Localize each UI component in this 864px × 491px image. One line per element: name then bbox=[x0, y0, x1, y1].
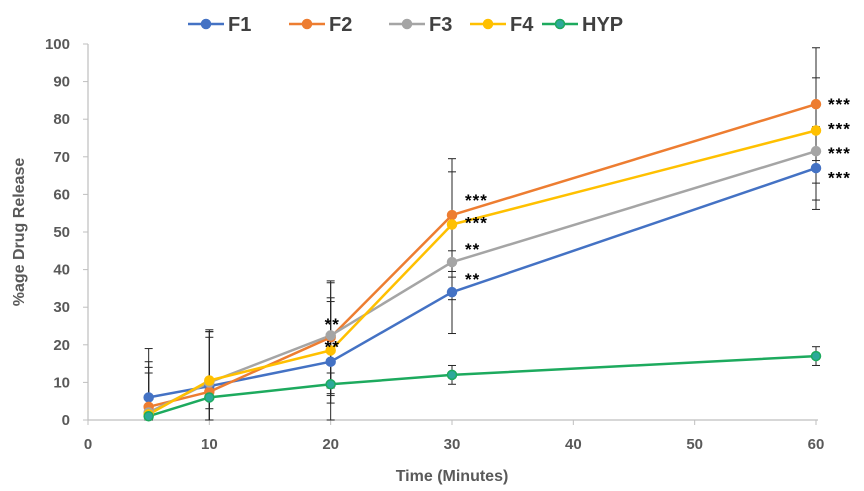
y-tick-label: 0 bbox=[62, 412, 70, 429]
x-tick-label: 60 bbox=[808, 436, 825, 453]
legend: F1 F2 F3 F4 HYP bbox=[188, 14, 623, 36]
legend-item-f3: F3 bbox=[389, 14, 452, 36]
legend-item-hyp: HYP bbox=[542, 14, 623, 36]
data-point-f2 bbox=[810, 98, 822, 110]
data-point-hyp bbox=[143, 410, 154, 422]
data-point-f2 bbox=[446, 209, 458, 221]
data-point-hyp bbox=[810, 350, 822, 362]
data-point-f3 bbox=[446, 256, 458, 268]
error-bars bbox=[144, 47, 820, 421]
y-tick-label: 20 bbox=[53, 337, 70, 354]
significance-label: *** bbox=[828, 168, 851, 187]
data-point-f3 bbox=[810, 145, 822, 157]
data-point-hyp bbox=[446, 369, 458, 381]
legend-label-f2: F2 bbox=[329, 14, 352, 36]
significance-label: ** bbox=[325, 315, 340, 334]
data-point-f4 bbox=[810, 125, 822, 136]
series-lines bbox=[148, 103, 817, 418]
significance-label: *** bbox=[465, 214, 488, 233]
y-tick-label: 100 bbox=[45, 36, 70, 53]
y-tick-label: 80 bbox=[53, 111, 70, 128]
significance-label: *** bbox=[828, 120, 851, 139]
y-axis-title: %age Drug Release bbox=[11, 158, 28, 307]
legend-label-f3: F3 bbox=[429, 14, 452, 36]
significance-label: ** bbox=[325, 338, 340, 357]
legend-label-hyp: HYP bbox=[582, 14, 623, 36]
legend-marker-hyp bbox=[554, 18, 566, 30]
y-tick-label: 60 bbox=[53, 186, 70, 203]
x-tick-label: 0 bbox=[84, 436, 92, 453]
data-point-hyp bbox=[325, 379, 336, 390]
series-line-hyp bbox=[148, 354, 817, 418]
significance-label: *** bbox=[465, 191, 488, 210]
y-tick-label: 50 bbox=[53, 224, 70, 241]
significance-annotations: ************************** bbox=[325, 95, 851, 357]
data-point-f4 bbox=[446, 219, 458, 230]
series-line-f4 bbox=[148, 129, 817, 416]
data-point-f1 bbox=[143, 392, 154, 403]
significance-label: *** bbox=[828, 95, 851, 114]
x-tick-label: 20 bbox=[322, 436, 339, 453]
x-tick-label: 40 bbox=[565, 436, 582, 453]
legend-item-f2: F2 bbox=[289, 14, 352, 36]
data-point-f1 bbox=[446, 286, 458, 298]
significance-label: *** bbox=[828, 144, 851, 163]
y-tick-label: 70 bbox=[53, 149, 70, 166]
data-point-f4 bbox=[325, 345, 336, 356]
series-points bbox=[143, 98, 822, 422]
data-point-hyp bbox=[204, 392, 215, 403]
data-point-f4 bbox=[204, 375, 215, 386]
y-tick-label: 40 bbox=[53, 262, 70, 279]
data-point-f1 bbox=[325, 356, 336, 367]
legend-label-f4: F4 bbox=[510, 14, 534, 36]
x-tick-label: 10 bbox=[201, 436, 218, 453]
legend-marker-f4 bbox=[482, 18, 494, 30]
x-tick-label: 30 bbox=[444, 436, 461, 453]
legend-item-f4: F4 bbox=[470, 14, 534, 36]
legend-label-f1: F1 bbox=[228, 14, 251, 36]
legend-marker-f2 bbox=[301, 18, 313, 30]
data-point-f1 bbox=[810, 162, 822, 174]
legend-marker-f3 bbox=[401, 18, 413, 30]
y-tick-label: 10 bbox=[53, 374, 70, 391]
y-tick-label: 30 bbox=[53, 299, 70, 316]
axes: 0 10 20 30 40 50 60 0 10 20 30 40 50 60 70 80 90 100 bbox=[45, 36, 824, 453]
significance-label: ** bbox=[465, 270, 480, 289]
x-tick-label: 50 bbox=[686, 436, 703, 453]
x-axis-title: Time (Minutes) bbox=[396, 468, 509, 485]
data-point-f3 bbox=[325, 330, 336, 341]
legend-item-f1: F1 bbox=[188, 14, 251, 36]
y-tick-label: 90 bbox=[53, 74, 70, 91]
significance-label: ** bbox=[465, 240, 480, 259]
legend-marker-f1 bbox=[200, 18, 212, 30]
